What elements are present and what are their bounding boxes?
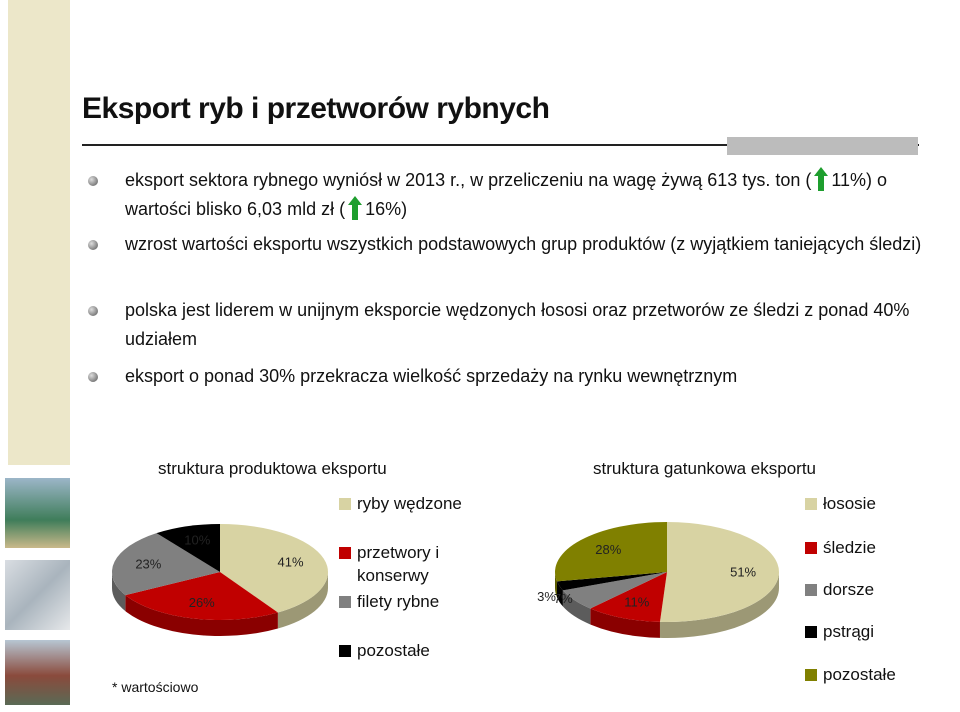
legend-entry: pstrągi: [805, 620, 943, 643]
legend-label: filety rybne: [357, 592, 440, 611]
photo: [5, 640, 70, 705]
chart-title: struktura produktowa eksportu: [158, 459, 387, 478]
legend-swatch: [805, 669, 817, 681]
pie-slice: [659, 522, 780, 622]
bullet-dot: [88, 240, 98, 250]
bullet-dot: [88, 372, 98, 382]
legend-swatch: [805, 542, 817, 554]
legend-label: ryby wędzone: [357, 494, 462, 513]
slice-side: [277, 572, 328, 629]
pie-slice: [220, 524, 328, 613]
legend-entry: ryby wędzone: [339, 492, 477, 515]
legend-entry: filety rybne: [339, 590, 477, 613]
pie-slice: [590, 572, 667, 622]
legend-entry: przetwory i konserwy: [339, 541, 477, 587]
bullet: eksport o ponad 30% przekracza wielkość …: [125, 366, 738, 386]
value-label: 23%: [135, 556, 161, 571]
slice-side: [659, 572, 779, 638]
legend-swatch: [339, 547, 351, 559]
legend-label: pozostałe: [357, 641, 430, 660]
legend-label: pstrągi: [823, 622, 875, 641]
value-label: 51%: [730, 565, 756, 580]
text: 11%) o wartości blisko 6,03 mld zł (: [125, 170, 888, 219]
value-label: 26%: [189, 595, 215, 610]
photo: [5, 560, 70, 630]
bullet: eksport sektora rybnego wyniósł w 2013 r…: [125, 166, 940, 224]
value-label: 28%: [595, 542, 621, 557]
legend-label: przetwory i konserwy: [357, 543, 440, 585]
legend-label: śledzie: [823, 538, 876, 557]
legend-label: dorsze: [823, 580, 875, 599]
footnote: * wartościowo: [112, 679, 199, 695]
legend-entry: śledzie: [805, 536, 943, 559]
bullet-dot: [88, 176, 98, 186]
legend-swatch: [339, 645, 351, 657]
slice-side: [590, 608, 660, 638]
up-arrow: [814, 167, 829, 191]
pie-slice: [111, 533, 220, 596]
slice-side: [555, 572, 557, 598]
text: eksport sektora rybnego wyniósł w 2013 r…: [125, 170, 812, 190]
bullet: polska jest liderem w unijnym eksporcie …: [125, 300, 910, 349]
chart-title: struktura gatunkowa eksportu: [593, 459, 817, 478]
pie-slice: [156, 524, 220, 572]
legend-label: pozostałe: [823, 665, 896, 684]
legend-entry: łososie: [805, 492, 943, 515]
pie-slice: [554, 522, 667, 582]
legend-swatch: [339, 498, 351, 510]
legend-swatch: [339, 596, 351, 608]
bullet: wzrost wartości eksportu wszystkich pods…: [125, 234, 922, 254]
title-bar: [727, 137, 918, 155]
legend-entry: dorsze: [805, 578, 943, 601]
value-label: 3%: [537, 589, 556, 604]
value-label: 10%: [184, 532, 210, 547]
photo: [5, 478, 70, 548]
title: Eksport ryb i przetworów rybnych: [82, 92, 550, 125]
legend-entry: pozostałe: [805, 663, 943, 686]
value-label: 7%: [554, 591, 573, 606]
bullet-dot: [88, 306, 98, 316]
slice-side: [562, 590, 591, 625]
value-label: 11%: [624, 595, 649, 610]
pie-slice: [556, 572, 667, 591]
side-band: [8, 0, 70, 465]
text: 16%): [365, 199, 408, 219]
legend-swatch: [805, 626, 817, 638]
legend-label: łososie: [823, 494, 876, 513]
legend-entry: pozostałe: [339, 639, 477, 662]
legend-swatch: [805, 498, 817, 510]
title-rule: [82, 144, 919, 146]
value-label: 41%: [278, 554, 304, 569]
slice-side: [112, 572, 126, 612]
legend-swatch: [805, 584, 817, 596]
pie-slice: [562, 572, 667, 609]
slice-side: [125, 595, 278, 636]
pie-slice: [125, 572, 278, 620]
up-arrow: [348, 196, 363, 220]
slice-side: [556, 581, 563, 607]
